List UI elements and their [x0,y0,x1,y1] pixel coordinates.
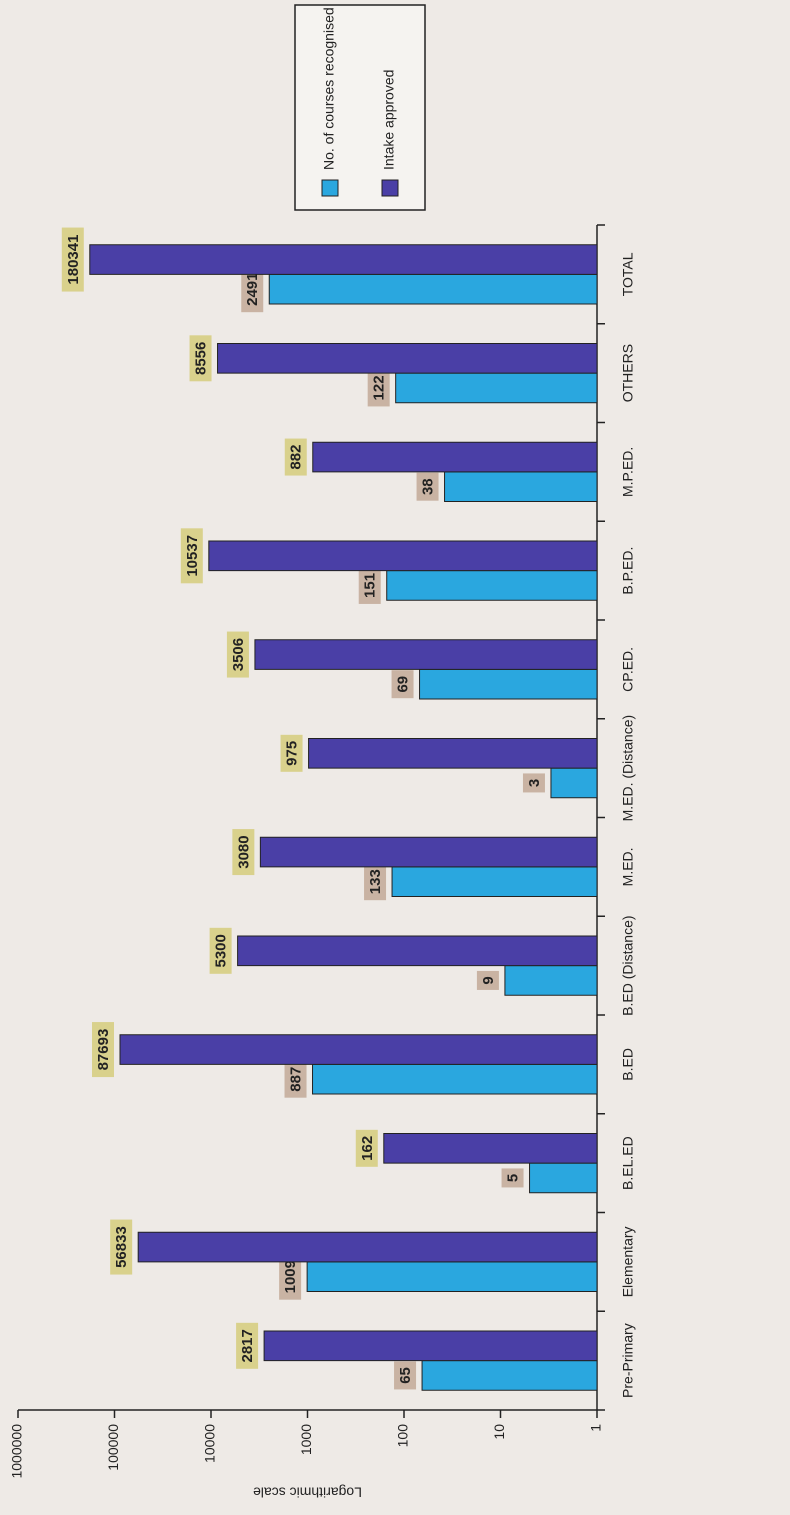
value-label: 975 [284,741,301,766]
value-label: 8556 [193,342,210,375]
y-tick-label: 100000 [105,1424,121,1471]
value-label: 65 [397,1367,414,1384]
bar [386,570,598,601]
y-tick-label: 10000 [202,1424,218,1463]
bar [391,866,598,897]
value-label: 1009 [282,1260,299,1293]
legend-swatch [321,179,339,197]
value-label: 133 [367,869,384,894]
value-label: 5 [505,1174,522,1182]
value-label-box [279,1253,302,1300]
x-tick-label: B.ED (Distance) [620,915,636,1015]
value-label-box [355,1129,378,1167]
value-label-box [358,566,381,604]
value-label-box [284,1060,307,1098]
legend-box [294,4,426,211]
x-tick-label: B.EL.ED [620,1136,636,1190]
value-label-box [92,1022,115,1078]
value-label-box [236,1322,259,1369]
value-label-box [226,631,249,678]
legend-label: No. of courses recognised [321,7,337,170]
value-label-box [61,227,84,292]
value-label: 2491 [244,273,261,306]
value-label-box [180,528,203,584]
value-label-box [364,863,387,901]
bar [312,1063,598,1095]
value-label: 10537 [184,535,201,577]
value-label-box [284,438,307,476]
value-label-box [367,369,390,407]
y-tick-label: 1000 [298,1424,314,1455]
bar [550,767,598,799]
bar [504,965,598,996]
bar [208,540,598,572]
value-label: 56833 [113,1226,130,1268]
bar [312,441,598,473]
value-label-box [522,773,545,793]
bar [137,1231,598,1263]
value-label: 151 [362,573,379,598]
x-tick-label: Pre-Primary [620,1323,636,1398]
x-tick-label: M.ED. (Distance) [620,715,636,822]
x-tick-label: CP.ED. [620,647,636,692]
value-label: 9 [480,976,497,984]
value-label-box [280,734,303,772]
value-label: 122 [371,375,388,400]
value-label: 69 [395,676,412,693]
x-tick-label: B.ED [620,1048,636,1081]
value-label: 162 [359,1136,376,1161]
x-tick-label: OTHERS [620,344,636,402]
value-label: 87693 [95,1029,112,1071]
value-label-box [189,335,212,382]
y-axis-title: Logarithmic scale [253,1484,362,1500]
value-label-box [501,1168,524,1188]
value-label-box [232,829,255,876]
y-tick-label: 1 [588,1424,604,1432]
x-tick-label: TOTAL [620,252,636,296]
bar [259,836,598,868]
value-label-box [394,1361,417,1390]
bar [89,244,598,275]
legend-swatch [381,179,399,197]
bar [217,343,598,374]
value-label: 3080 [235,835,252,868]
value-label: 882 [288,445,305,470]
bar [119,1034,598,1065]
bar [383,1133,598,1164]
bar [268,273,598,305]
bar [395,372,598,404]
x-tick-label: Elementary [620,1226,636,1297]
y-tick-label: 100 [395,1424,411,1448]
value-label-box [416,472,439,501]
bar [308,738,598,769]
y-tick-label: 1000000 [9,1424,25,1479]
value-label: 38 [420,478,437,495]
value-label: 3 [526,779,543,787]
x-tick-label: M.ED. [620,847,636,886]
legend-label: Intake approved [381,70,397,170]
value-label-box [209,927,232,974]
bar [237,935,598,967]
bar [421,1360,598,1391]
value-label: 5300 [213,934,230,967]
value-label: 887 [287,1067,304,1092]
value-label-box [241,266,264,313]
value-label-box [110,1219,133,1275]
bar [529,1162,598,1194]
bar [419,668,598,700]
value-label: 3506 [230,638,247,671]
x-tick-label: M.P.ED. [620,447,636,497]
value-label-box [476,970,499,990]
rotated-chart: Logarithmic scale 1 10 100 1000 10000 100000 10… [9,4,636,1500]
bar [263,1330,598,1362]
y-tick-label: 10 [491,1424,507,1440]
bar [254,639,598,670]
bar [306,1261,598,1292]
value-label: 180341 [65,235,82,285]
bar [444,471,598,502]
value-label-box [391,670,414,699]
value-label: 2817 [239,1329,256,1362]
x-tick-label: B.P.ED. [620,547,636,595]
